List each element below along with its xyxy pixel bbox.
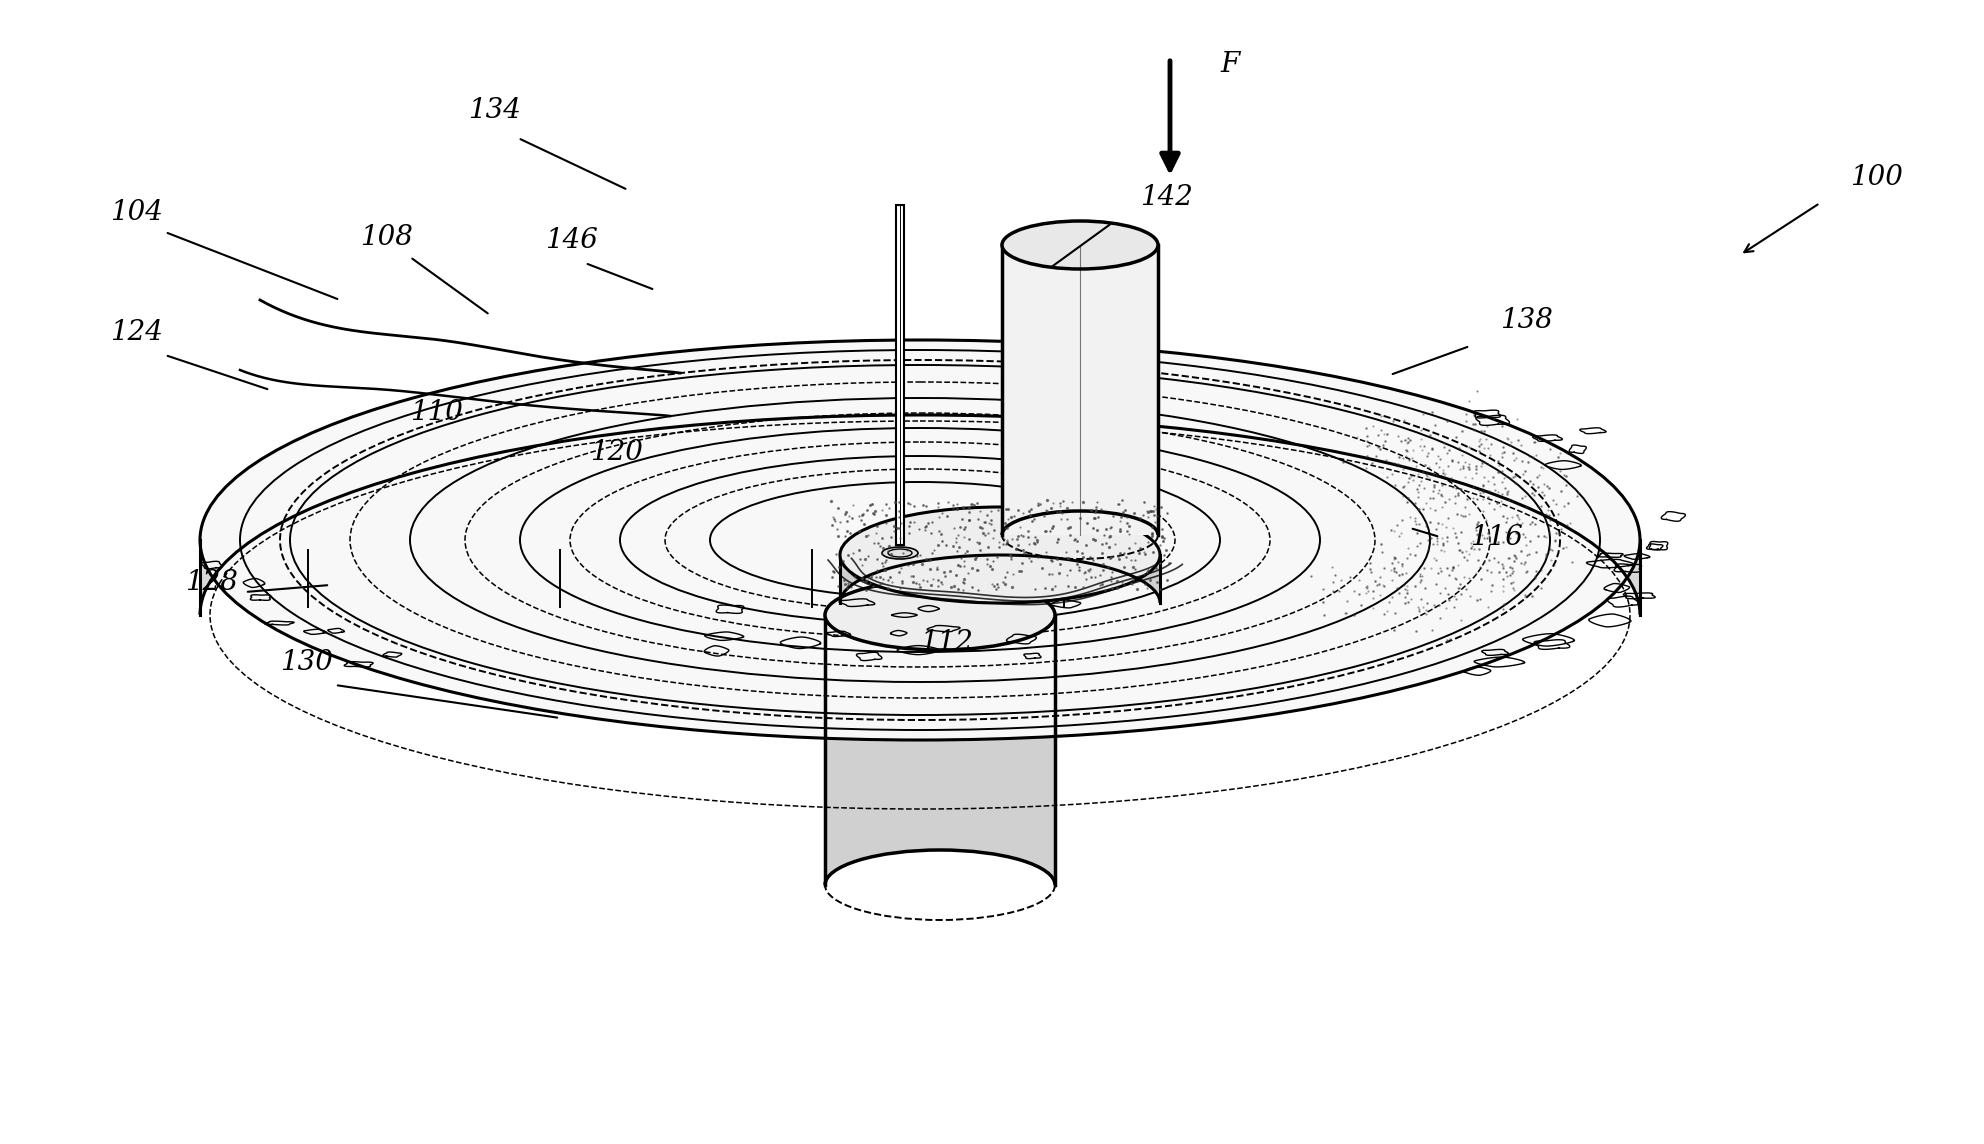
Polygon shape [839, 507, 1161, 603]
Text: 130: 130 [280, 649, 333, 676]
Text: 104: 104 [109, 199, 163, 227]
Text: 134: 134 [468, 97, 522, 124]
Polygon shape [1002, 245, 1159, 535]
Text: F: F [1220, 51, 1240, 78]
Text: 146: 146 [546, 227, 597, 254]
Text: 112: 112 [921, 629, 972, 656]
Text: 108: 108 [359, 224, 413, 251]
Text: 124: 124 [109, 319, 163, 345]
Polygon shape [897, 205, 905, 545]
Text: 138: 138 [1500, 307, 1553, 334]
Polygon shape [825, 580, 1055, 885]
Polygon shape [200, 340, 1641, 615]
Ellipse shape [883, 547, 919, 559]
Text: 142: 142 [1141, 184, 1192, 210]
Text: 100: 100 [1849, 164, 1903, 191]
Ellipse shape [1002, 221, 1159, 269]
Text: 110: 110 [411, 399, 462, 426]
Ellipse shape [200, 340, 1641, 740]
Text: 128: 128 [185, 569, 238, 596]
Ellipse shape [825, 580, 1055, 650]
Text: 120: 120 [589, 439, 643, 466]
Ellipse shape [839, 507, 1161, 603]
Text: 116: 116 [1470, 524, 1524, 551]
